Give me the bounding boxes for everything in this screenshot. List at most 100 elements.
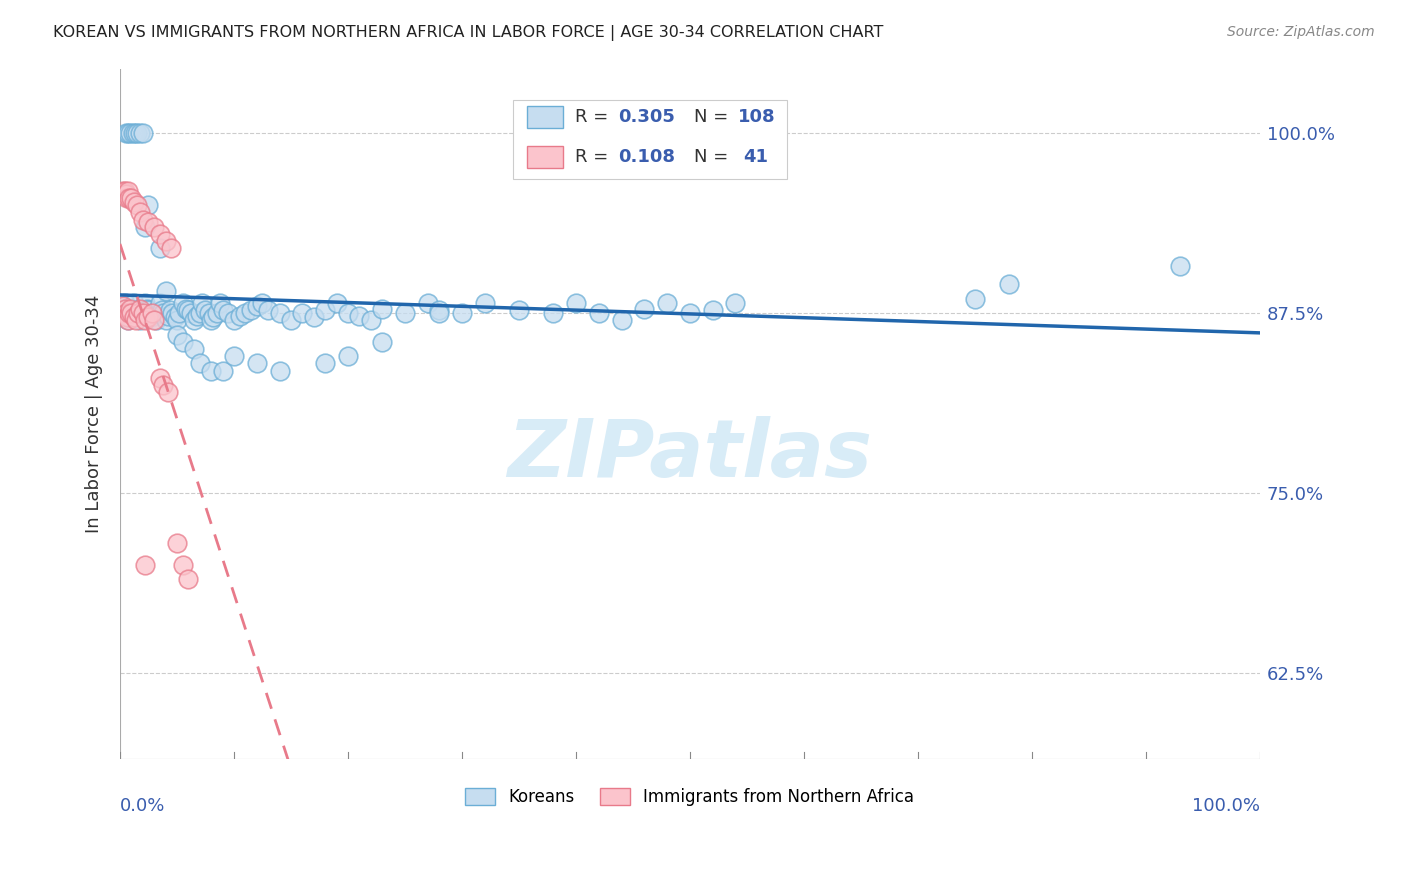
Point: [588, 306, 610, 320]
Point: [122, 195, 145, 210]
Point: [194, 303, 217, 318]
Point: [112, 299, 135, 313]
Point: [120, 301, 142, 316]
Point: [125, 198, 148, 212]
Point: [427, 303, 450, 318]
Point: [114, 306, 136, 320]
Point: [269, 306, 291, 320]
Point: [132, 306, 155, 320]
Point: [451, 306, 474, 320]
Point: [188, 306, 211, 320]
Point: [120, 780, 142, 795]
Point: [143, 309, 166, 323]
Point: [114, 301, 136, 316]
Point: [360, 313, 382, 327]
Point: [191, 296, 214, 310]
Point: [115, 306, 138, 320]
Point: [211, 363, 233, 377]
Point: [149, 227, 172, 241]
Point: [114, 301, 136, 316]
Point: [129, 301, 152, 316]
Point: [183, 342, 205, 356]
Point: [163, 310, 186, 325]
Point: [155, 234, 177, 248]
Point: [120, 306, 142, 320]
Point: [508, 303, 530, 318]
Point: [202, 310, 225, 325]
Point: [474, 296, 496, 310]
Text: Source: ZipAtlas.com: Source: ZipAtlas.com: [1227, 25, 1375, 39]
Point: [222, 349, 245, 363]
Text: R =: R =: [575, 148, 614, 166]
Point: [118, 310, 141, 325]
Point: [963, 292, 986, 306]
Point: [155, 313, 177, 327]
Text: 0.108: 0.108: [619, 148, 675, 166]
Point: [132, 126, 155, 140]
Point: [120, 306, 142, 320]
Point: [724, 296, 747, 310]
Point: [314, 356, 336, 370]
Point: [257, 303, 280, 318]
Point: [122, 296, 145, 310]
Point: [998, 277, 1021, 292]
Y-axis label: In Labor Force | Age 30-34: In Labor Force | Age 30-34: [86, 294, 103, 533]
Point: [222, 313, 245, 327]
Point: [112, 299, 135, 313]
FancyBboxPatch shape: [513, 100, 787, 179]
Point: [314, 303, 336, 318]
Point: [150, 303, 173, 318]
Point: [679, 306, 702, 320]
Point: [143, 219, 166, 234]
Legend: Koreans, Immigrants from Northern Africa: Koreans, Immigrants from Northern Africa: [458, 781, 921, 813]
Point: [127, 309, 149, 323]
Point: [120, 301, 142, 316]
Point: [172, 558, 194, 572]
Point: [129, 313, 152, 327]
Point: [118, 191, 141, 205]
Point: [166, 313, 188, 327]
Point: [702, 303, 724, 318]
Point: [183, 313, 205, 327]
Point: [172, 334, 194, 349]
Text: 100.0%: 100.0%: [1192, 797, 1260, 814]
Text: N =: N =: [695, 148, 734, 166]
Point: [177, 303, 200, 318]
Point: [240, 303, 263, 318]
Point: [120, 191, 142, 205]
Point: [132, 212, 155, 227]
Text: N =: N =: [695, 109, 734, 127]
Point: [136, 301, 159, 316]
Point: [141, 306, 163, 320]
Point: [633, 301, 655, 316]
Point: [134, 296, 156, 310]
Point: [188, 356, 211, 370]
Point: [117, 184, 139, 198]
Point: [302, 310, 325, 325]
Point: [149, 241, 172, 255]
Point: [125, 303, 148, 318]
Point: [610, 313, 633, 327]
Point: [124, 126, 146, 140]
Point: [200, 363, 222, 377]
Text: 0.0%: 0.0%: [120, 797, 166, 814]
Point: [148, 306, 170, 320]
Point: [134, 558, 156, 572]
Text: ZIPatlas: ZIPatlas: [508, 416, 872, 494]
Point: [246, 299, 269, 313]
Point: [172, 296, 194, 310]
Text: 108: 108: [738, 109, 775, 127]
Point: [166, 536, 188, 550]
Point: [112, 184, 135, 198]
Text: 41: 41: [744, 148, 769, 166]
Point: [149, 370, 172, 384]
Point: [349, 309, 371, 323]
Point: [117, 313, 139, 327]
Point: [145, 313, 167, 327]
Point: [117, 126, 139, 140]
Point: [371, 334, 394, 349]
Point: [138, 198, 160, 212]
Point: [252, 296, 274, 310]
Point: [416, 296, 439, 310]
Point: [655, 296, 678, 310]
